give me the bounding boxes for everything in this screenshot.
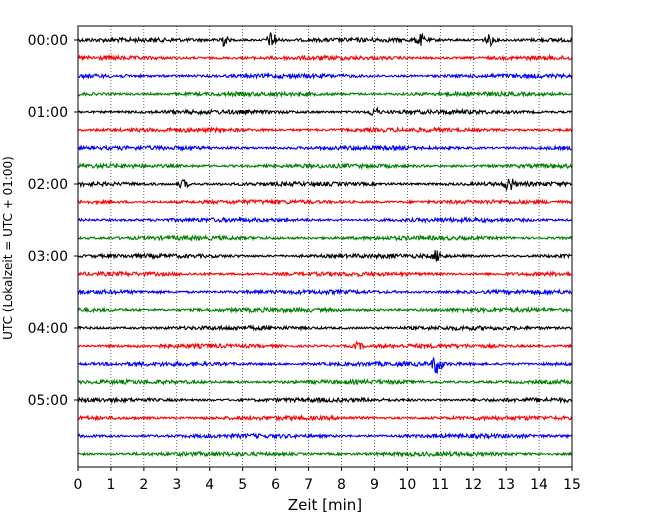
x-tick-label: 2 <box>139 477 148 493</box>
trace-line <box>77 432 573 441</box>
trace-line <box>77 356 573 374</box>
y-tick-label: 03:00 <box>28 249 68 265</box>
trace-line <box>77 53 573 62</box>
x-tick-label: 3 <box>172 477 181 493</box>
trace-line <box>77 197 573 206</box>
y-axis-label: UTC (Lokalzeit = UTC + 01:00) <box>1 156 15 340</box>
trace-line <box>77 162 573 171</box>
x-tick-label: 14 <box>530 477 548 493</box>
x-tick-label: 9 <box>370 477 379 493</box>
trace-line <box>77 413 573 423</box>
trace-line <box>77 216 573 225</box>
trace-group <box>77 32 573 458</box>
x-tick-label: 15 <box>563 477 581 493</box>
x-tick-label: 10 <box>398 477 416 493</box>
trace-line <box>77 72 573 80</box>
x-tick-label: 11 <box>431 477 449 493</box>
y-tick-label: 00:00 <box>28 33 68 49</box>
trace-line <box>77 125 573 134</box>
y-axis: 00:00 01:00 02:00 03:00 04:00 05:00 <box>28 33 78 409</box>
x-tick-label: 1 <box>106 477 115 493</box>
trace-line <box>77 396 573 405</box>
trace-line <box>77 144 573 152</box>
trace-line <box>77 270 573 278</box>
x-axis: 0 1 2 3 4 5 6 7 8 9 10 11 12 13 14 15 <box>74 467 581 493</box>
x-tick-label: 13 <box>497 477 515 493</box>
x-tick-label: 7 <box>304 477 313 493</box>
x-tick-label: 12 <box>464 477 482 493</box>
y-tick-label: 01:00 <box>28 105 68 121</box>
y-tick-label: 05:00 <box>28 393 68 409</box>
y-tick-label: 04:00 <box>28 321 68 337</box>
trace-line <box>77 449 573 458</box>
x-tick-label: 0 <box>74 477 83 493</box>
trace-line <box>77 32 573 48</box>
x-tick-label: 4 <box>205 477 214 493</box>
trace-line <box>77 250 573 262</box>
x-tick-label: 6 <box>271 477 280 493</box>
trace-line <box>77 324 573 332</box>
trace-line <box>77 90 573 99</box>
y-tick-label: 02:00 <box>28 177 68 193</box>
x-axis-label: Zeit [min] <box>288 496 362 514</box>
trace-line <box>77 377 573 386</box>
trace-line <box>77 178 573 192</box>
trace-line <box>77 106 573 117</box>
trace-line <box>77 340 573 351</box>
trace-line <box>77 233 573 242</box>
trace-line <box>77 287 573 297</box>
x-tick-label: 5 <box>238 477 247 493</box>
trace-line <box>77 305 573 315</box>
plot-area <box>78 26 572 467</box>
x-tick-label: 8 <box>337 477 346 493</box>
plot-frame <box>77 25 573 468</box>
